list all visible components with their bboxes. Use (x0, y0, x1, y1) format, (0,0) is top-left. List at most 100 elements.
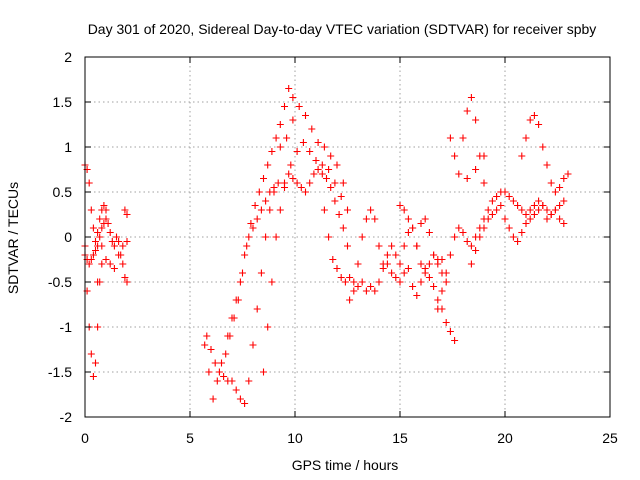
data-point (318, 161, 326, 169)
data-point (85, 179, 93, 187)
data-point (203, 332, 211, 340)
data-point (220, 373, 228, 380)
data-point (268, 148, 276, 155)
data-point (108, 238, 116, 245)
series-arc-r (518, 112, 572, 196)
y-tick-label: 1 (64, 139, 72, 155)
data-point (543, 215, 551, 223)
data-point (249, 341, 257, 349)
data-point (266, 188, 274, 196)
data-point (547, 179, 555, 187)
data-point (501, 188, 509, 196)
data-point (241, 400, 249, 407)
data-point (522, 134, 530, 142)
data-point (123, 238, 131, 245)
data-point (388, 242, 396, 250)
data-point (289, 116, 297, 124)
x-tick-label: 10 (287, 430, 303, 446)
data-point (346, 274, 354, 281)
data-point (547, 211, 555, 218)
data-point (451, 152, 459, 160)
data-point (526, 116, 534, 124)
data-point (325, 233, 333, 241)
data-point (318, 170, 326, 178)
data-point (438, 256, 446, 263)
data-point (400, 206, 408, 214)
data-point (249, 224, 257, 232)
data-point (333, 265, 341, 272)
x-axis-label: GPS time / hours (292, 457, 399, 473)
data-point (539, 202, 547, 209)
data-point (302, 112, 309, 119)
data-point (92, 238, 99, 245)
data-point (455, 170, 463, 178)
data-point (337, 193, 345, 200)
data-point (518, 152, 526, 160)
data-point (102, 256, 110, 263)
data-point (110, 265, 118, 272)
data-point (323, 175, 330, 182)
data-point (455, 224, 463, 232)
data-point (224, 332, 232, 340)
data-point (463, 175, 471, 182)
data-point (270, 184, 278, 191)
data-point (375, 278, 383, 286)
data-point (421, 215, 429, 223)
data-point (522, 211, 530, 218)
data-point (281, 103, 288, 110)
data-point (509, 197, 517, 205)
data-point (247, 220, 255, 227)
data-point (358, 278, 366, 286)
series-arc-i (260, 166, 351, 376)
x-tick-label: 5 (186, 430, 194, 446)
data-point (218, 359, 225, 367)
data-point (312, 157, 320, 164)
data-point (417, 220, 425, 227)
x-tick-label: 25 (602, 430, 618, 446)
data-point (201, 341, 209, 349)
data-point (535, 206, 543, 214)
y-tick-label: 2 (64, 49, 72, 65)
data-point (85, 260, 93, 268)
data-point (241, 251, 249, 259)
data-point (276, 143, 284, 151)
data-point (209, 395, 217, 403)
chart-title: Day 301 of 2020, Sidereal Day-to-day VTE… (88, 21, 597, 37)
data-point (102, 206, 110, 214)
data-point (344, 206, 351, 214)
data-point (551, 206, 559, 214)
data-point (472, 166, 480, 173)
data-point (417, 260, 425, 268)
data-point (302, 188, 309, 196)
data-point (119, 260, 127, 268)
data-point (239, 269, 246, 277)
data-point (564, 170, 572, 178)
series-arc-k (281, 139, 351, 214)
data-point (526, 206, 534, 214)
data-point (264, 161, 272, 169)
data-point (253, 305, 261, 313)
data-point (299, 139, 307, 146)
data-point (350, 287, 358, 295)
data-point (260, 175, 267, 182)
data-point (293, 179, 301, 187)
data-point (276, 206, 284, 214)
data-point (102, 215, 110, 223)
data-point (404, 229, 412, 236)
data-point (222, 350, 230, 358)
data-point (367, 206, 375, 214)
data-point (211, 359, 219, 367)
data-point (501, 215, 509, 223)
data-point (121, 206, 129, 214)
data-point (205, 368, 213, 376)
data-point (327, 184, 335, 191)
data-point (329, 256, 337, 263)
axis-ticks (84, 56, 611, 418)
data-point (463, 107, 471, 115)
data-point (493, 193, 501, 200)
data-point (388, 269, 396, 277)
data-point (530, 112, 538, 119)
data-point (518, 229, 526, 236)
data-point (257, 206, 265, 214)
